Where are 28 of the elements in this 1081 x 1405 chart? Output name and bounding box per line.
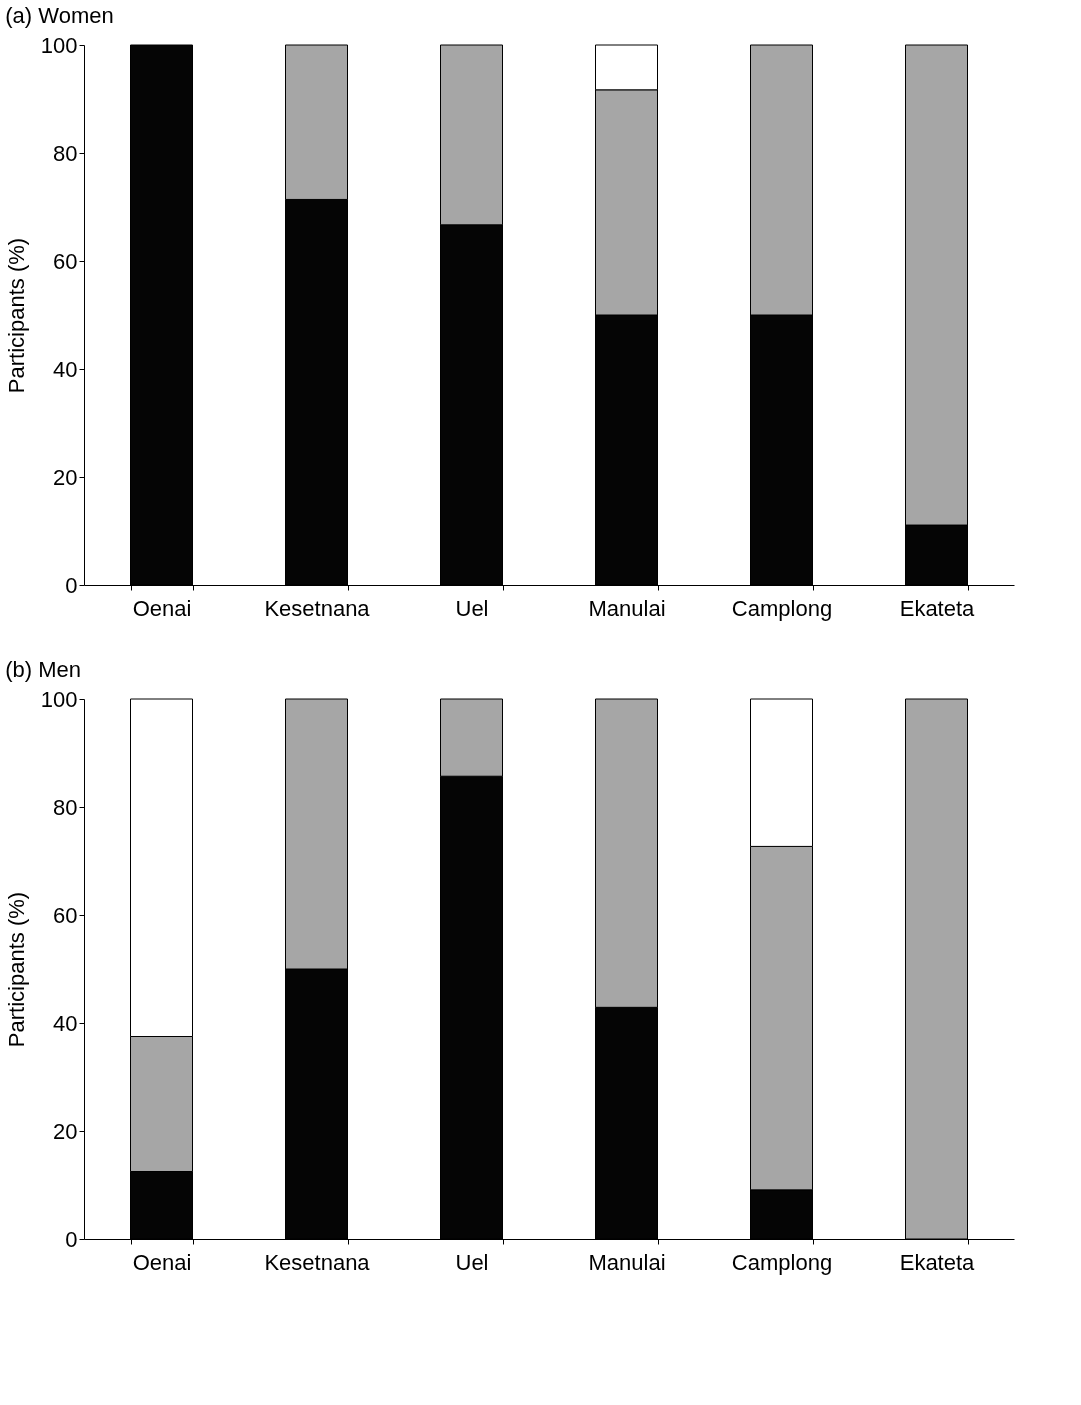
y-axis-title: Participants (%) (3, 891, 29, 1048)
x-tick-label: Oenai (132, 595, 192, 621)
x-tick-label: Camplong (731, 595, 833, 621)
y-tick-label: 40 (53, 356, 78, 382)
x-tick-label: Kesetnana (264, 1249, 371, 1275)
y-tick-label: 60 (53, 902, 78, 928)
y-tick-label: 0 (65, 572, 78, 598)
x-tick-label: Uel (455, 1249, 489, 1275)
y-tick-label: 0 (65, 1226, 78, 1252)
y-tick-label: 80 (53, 140, 78, 166)
y-tick-label: 100 (40, 686, 78, 712)
y-axis-title: Participants (%) (3, 237, 29, 394)
chart-title: (a) Women (5, 3, 114, 28)
x-tick-label: Kesetnana (264, 595, 371, 621)
y-tick-label: 20 (53, 1118, 78, 1144)
chart-title: (b) Men (5, 657, 82, 682)
x-tick-label: Camplong (731, 1249, 833, 1275)
x-tick-label: Ekateta (899, 1249, 976, 1275)
x-tick-label: Uel (455, 595, 489, 621)
x-tick-label: Ekateta (899, 595, 976, 621)
x-tick-label: Manulai (588, 1249, 666, 1275)
y-tick-label: 20 (53, 464, 78, 490)
x-tick-label: Oenai (132, 1249, 192, 1275)
y-tick-label: 60 (53, 248, 78, 274)
y-tick-label: 40 (53, 1010, 78, 1036)
y-tick-label: 80 (53, 794, 78, 820)
x-tick-label: Manulai (588, 595, 666, 621)
y-tick-label: 100 (40, 32, 78, 58)
